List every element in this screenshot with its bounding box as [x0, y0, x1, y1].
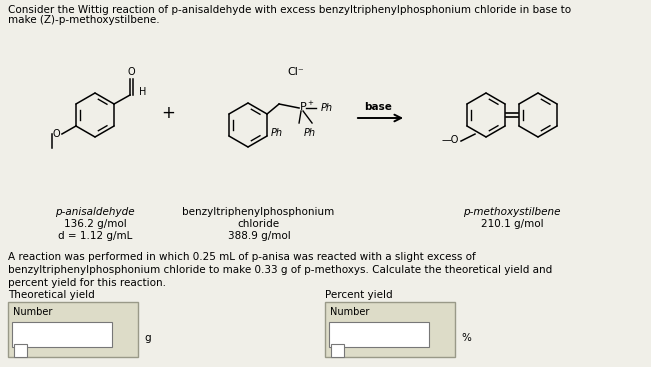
Text: g: g [144, 333, 150, 343]
FancyBboxPatch shape [14, 344, 27, 357]
Text: Number: Number [13, 307, 52, 317]
Text: Ph: Ph [321, 103, 333, 113]
Text: A reaction was performed in which 0.25 mL of p-anisa was reacted with a slight e: A reaction was performed in which 0.25 m… [8, 252, 552, 288]
Text: p-anisaldehyde: p-anisaldehyde [55, 207, 135, 217]
Text: +: + [161, 104, 175, 122]
Text: H: H [139, 87, 146, 97]
Text: Ph: Ph [271, 128, 283, 138]
Text: Theoretical yield: Theoretical yield [8, 290, 95, 300]
Text: 210.1 g/mol: 210.1 g/mol [480, 219, 544, 229]
Text: Consider the Wittig reaction of p-anisaldehyde with excess benzyltriphenylphosph: Consider the Wittig reaction of p-anisal… [8, 5, 571, 15]
FancyBboxPatch shape [331, 344, 344, 357]
Text: Ph: Ph [304, 128, 316, 138]
Text: 136.2 g/mol: 136.2 g/mol [64, 219, 126, 229]
Text: make (Z)-p-methoxystilbene.: make (Z)-p-methoxystilbene. [8, 15, 159, 25]
Text: %: % [461, 333, 471, 343]
Text: Number: Number [330, 307, 369, 317]
Text: d = 1.12 g/mL: d = 1.12 g/mL [58, 231, 132, 241]
Text: base: base [364, 102, 392, 112]
FancyBboxPatch shape [8, 302, 138, 357]
Text: 388.9 g/mol: 388.9 g/mol [228, 231, 291, 241]
Text: Cl⁻: Cl⁻ [288, 67, 305, 77]
FancyBboxPatch shape [12, 322, 112, 347]
Text: Percent yield: Percent yield [325, 290, 393, 300]
Text: benzyltriphenylphosphonium: benzyltriphenylphosphonium [182, 207, 334, 217]
Text: p-methoxystilbene: p-methoxystilbene [464, 207, 561, 217]
Text: chloride: chloride [237, 219, 279, 229]
Text: O: O [127, 67, 135, 77]
Text: +: + [307, 100, 313, 106]
FancyBboxPatch shape [325, 302, 455, 357]
Text: P: P [300, 102, 307, 112]
FancyBboxPatch shape [329, 322, 429, 347]
Text: —O: —O [441, 135, 459, 145]
Text: O: O [52, 129, 60, 139]
